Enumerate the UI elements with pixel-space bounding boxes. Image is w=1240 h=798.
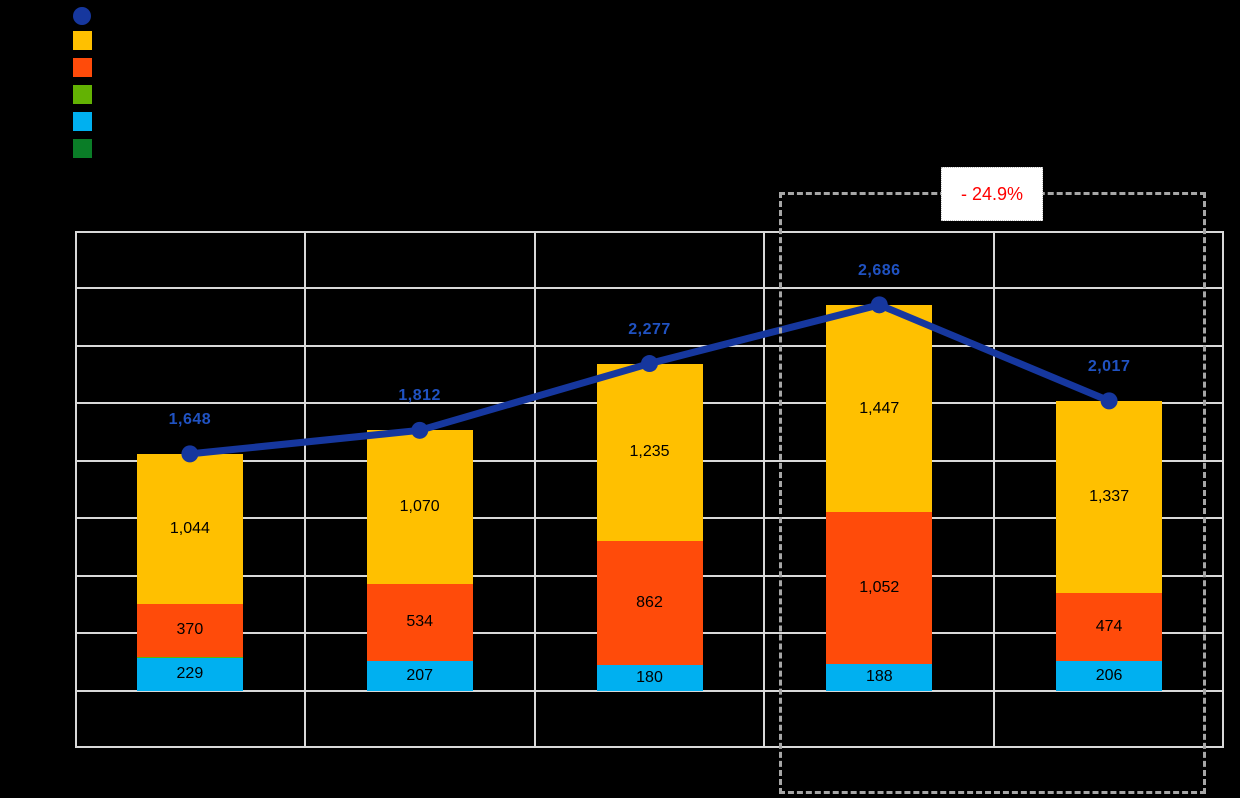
legend-swatch-dark-green-segment — [73, 139, 92, 158]
bar-segment-cyan-bottom-segment — [366, 660, 473, 691]
gridline-vertical — [533, 231, 536, 748]
bar-segment-orange-middle-segment — [826, 512, 933, 664]
line-marker — [1100, 392, 1118, 410]
bar-value-label: 206 — [1095, 666, 1123, 684]
bar-segment-yellow-top-segment — [136, 453, 243, 604]
bar-segment-yellow-top-segment — [826, 304, 933, 513]
bar-segment-orange-middle-segment — [596, 540, 703, 665]
bar-value-label: 370 — [176, 621, 204, 639]
line-value-label: 2,017 — [1087, 357, 1131, 375]
bar-segment-cyan-bottom-segment — [136, 657, 243, 691]
bar-value-label: 180 — [636, 668, 663, 686]
line-marker — [870, 296, 888, 314]
bar-value-label: 188 — [865, 668, 893, 686]
bar-segment-cyan-bottom-segment — [1056, 660, 1163, 691]
bar-value-label: 1,044 — [169, 519, 210, 537]
gridline-vertical — [763, 231, 766, 748]
bar-segment-orange-middle-segment — [136, 603, 243, 657]
line-value-label: 2,686 — [858, 261, 901, 279]
legend-swatch-green-thin-segment — [73, 85, 92, 104]
bar-value-label: 534 — [406, 613, 434, 631]
gridline-horizontal — [75, 287, 1224, 290]
bar-segment-orange-middle-segment — [1056, 592, 1163, 661]
gridline-horizontal — [75, 344, 1224, 347]
bar-segment-cyan-bottom-segment — [826, 663, 933, 691]
bar-value-label: 229 — [176, 665, 204, 683]
bar-value-label: 207 — [406, 666, 434, 684]
bar-segment-yellow-top-segment — [596, 363, 703, 541]
bar-segment-cyan-bottom-segment — [596, 664, 703, 691]
line-marker — [411, 421, 429, 439]
bar-value-label: 1,070 — [399, 498, 440, 516]
change-annotation-label: - 24.9% — [960, 183, 1024, 204]
legend-swatch-cyan-bottom-segment — [73, 112, 92, 131]
gridline-horizontal — [75, 689, 1224, 692]
bar-value-label: 1,337 — [1089, 487, 1130, 505]
bar-value-label: 862 — [636, 593, 663, 611]
highlight-dashed-rectangle — [779, 192, 1206, 794]
bar-segment-orange-middle-segment — [366, 584, 473, 661]
bar-value-label: 474 — [1095, 617, 1123, 635]
bar-segment-yellow-top-segment — [1056, 400, 1163, 593]
gridline-vertical — [303, 231, 306, 748]
bar-value-label: 1,052 — [859, 579, 900, 597]
change-annotation-box: - 24.9% — [941, 167, 1043, 221]
legend-swatch-orange-middle-segment — [73, 58, 92, 77]
bar-segment-green-thin-segment — [136, 656, 243, 658]
bar-segment-yellow-top-segment — [366, 430, 473, 585]
line-value-label: 1,648 — [168, 410, 212, 428]
bar-value-label: 1,447 — [859, 399, 900, 417]
legend-swatch-total-line-marker — [73, 7, 91, 25]
gridline-vertical — [993, 231, 996, 748]
line-value-label: 1,812 — [398, 387, 441, 405]
legend-swatch-yellow-top-segment — [73, 31, 92, 50]
bar-value-label: 1,235 — [629, 443, 670, 461]
line-marker — [181, 445, 199, 463]
plot-area — [75, 231, 1224, 748]
line-marker — [641, 355, 658, 373]
line-value-label: 2,277 — [628, 320, 671, 338]
